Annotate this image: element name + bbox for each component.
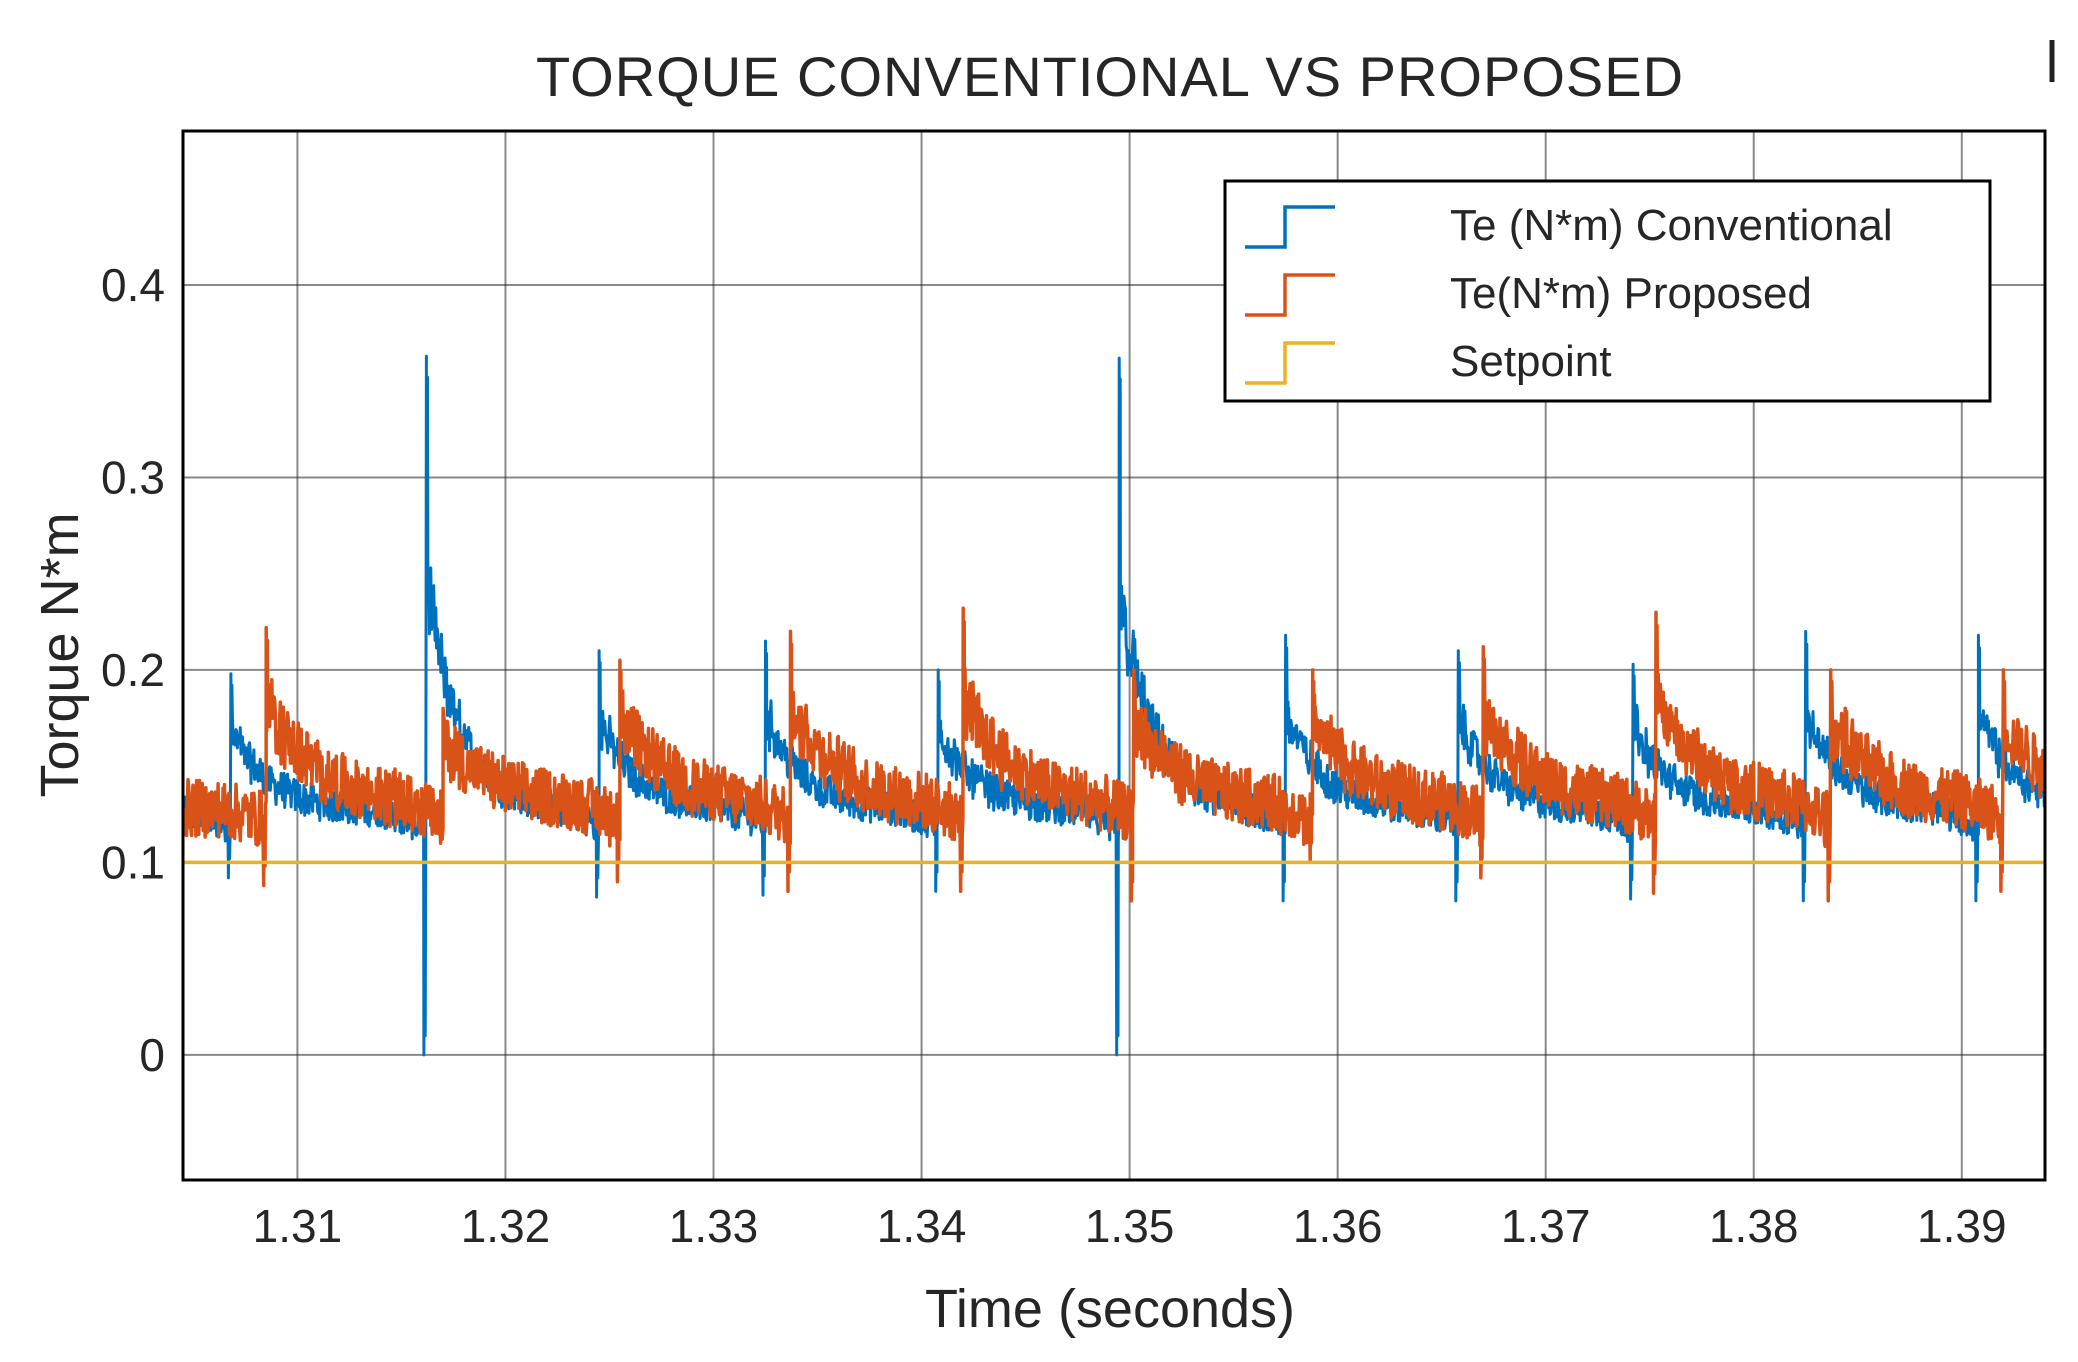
legend-label: Te(N*m) Proposed (1450, 269, 1812, 318)
legend-label: Setpoint (1450, 337, 1611, 386)
legend-swatch (1245, 341, 1335, 385)
x-tick-label: 1.39 (1917, 1200, 2007, 1252)
y-tick-labels: 0 0.1 0.2 0.3 0.4 (101, 259, 165, 1081)
x-tick-labels: 1.31 1.32 1.33 1.34 1.35 1.36 1.37 1.38 1.39 (253, 1200, 2007, 1252)
chart-title: TORQUE CONVENTIONAL VS PROPOSED (536, 45, 1684, 108)
x-tick-label: 1.37 (1501, 1200, 1591, 1252)
x-tick-label: 1.35 (1085, 1200, 1175, 1252)
series-layer (183, 354, 2045, 1057)
legend-label: Te (N*m) Conventional (1450, 201, 1893, 250)
plot-frame (181, 129, 2047, 1182)
x-tick-label: 1.36 (1293, 1200, 1383, 1252)
legend-swatch (1245, 205, 1335, 249)
legend-entry: Setpoint (1245, 337, 1611, 386)
x-tick-label: 1.32 (461, 1200, 551, 1252)
x-tick-label: 1.33 (669, 1200, 759, 1252)
legend-entry: Te(N*m) Proposed (1245, 269, 1812, 318)
x-tick-label: 1.31 (253, 1200, 343, 1252)
y-axis-label: Torque N*m (30, 512, 90, 797)
y-tick-label: 0.4 (101, 259, 165, 311)
x-tick-label: 1.38 (1709, 1200, 1799, 1252)
y-tick-label: 0.1 (101, 836, 165, 888)
y-tick-label: 0.2 (101, 644, 165, 696)
x-tick-label: 1.34 (877, 1200, 967, 1252)
y-tick-label: 0 (139, 1029, 165, 1081)
y-tick-label: 0.3 (101, 451, 165, 503)
legend-swatch (1245, 273, 1335, 317)
x-axis-label: Time (seconds) (925, 1279, 1295, 1339)
legend-box (1223, 179, 1992, 403)
legend: Te (N*m) Conventional Te(N*m) Proposed Set… (1223, 179, 1992, 403)
legend-entries: Te (N*m) Conventional Te(N*m) Proposed Set… (1245, 201, 1893, 386)
legend-entry: Te (N*m) Conventional (1245, 201, 1893, 250)
series-proposed-line (183, 606, 2045, 903)
